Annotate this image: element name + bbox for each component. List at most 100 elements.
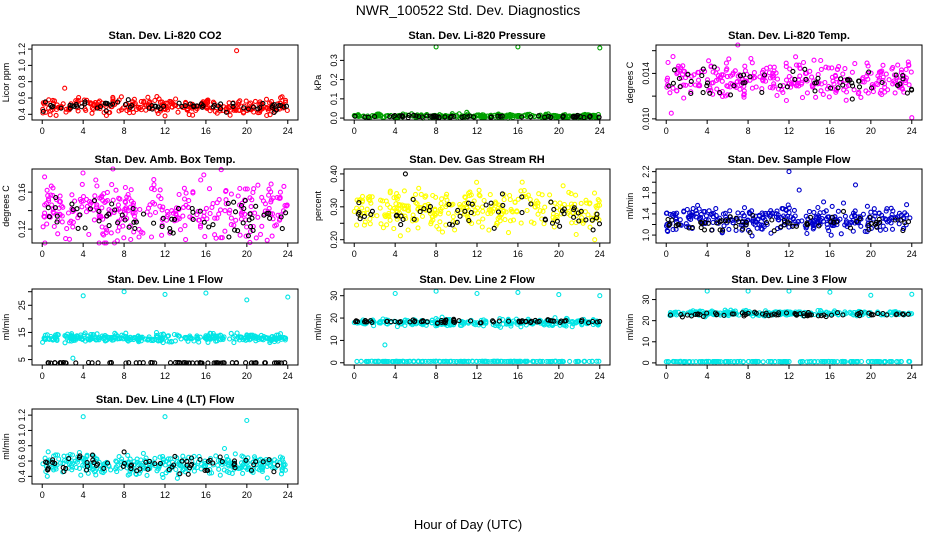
data-point — [46, 214, 52, 220]
outlier-point — [264, 475, 270, 481]
data-point — [98, 194, 104, 201]
data-point — [583, 217, 589, 223]
data-point — [719, 72, 725, 78]
data-point — [763, 220, 770, 226]
data-point — [749, 60, 755, 66]
y-axis-label: ml/min — [1, 433, 11, 460]
data-point — [866, 310, 872, 316]
data-point — [228, 330, 234, 336]
data-point — [247, 211, 253, 217]
x-tick-label: 16 — [201, 126, 211, 136]
chart-panel-3: Stan. Dev. Li-820 Temp. degrees C 0 4 8 12 16 2… — [625, 30, 923, 136]
data-point — [377, 205, 383, 211]
y-axis: 5 15 25 — [17, 291, 32, 362]
data-point — [665, 228, 671, 234]
y-axis-label: ml/min — [313, 314, 323, 341]
data-point — [432, 207, 438, 213]
data-point — [584, 200, 590, 206]
data-point — [94, 202, 100, 208]
data-point — [772, 359, 778, 365]
data-point — [382, 358, 388, 364]
x-tick-label: 4 — [705, 371, 710, 381]
data-point — [96, 218, 102, 224]
x-tick-label: 12 — [472, 126, 482, 136]
data-point — [508, 206, 514, 212]
data-point — [713, 359, 719, 365]
data-point — [171, 216, 178, 222]
data-point — [278, 212, 284, 218]
data-point — [480, 216, 486, 222]
data-point — [889, 214, 895, 221]
data-point — [792, 213, 798, 219]
data-point — [245, 233, 251, 239]
x-axis: 0 4 8 12 16 20 24 — [664, 365, 917, 381]
data-point — [205, 360, 211, 366]
data-point — [477, 358, 483, 364]
data-point — [878, 69, 884, 75]
data-point — [182, 103, 188, 109]
data-point — [550, 214, 556, 220]
data-point — [111, 334, 117, 340]
x-tick-label: 12 — [472, 249, 482, 259]
data-point — [574, 112, 581, 118]
data-point — [253, 203, 259, 209]
data-point — [497, 324, 504, 330]
data-point — [188, 462, 194, 469]
data-point — [834, 359, 840, 365]
data-point — [121, 460, 127, 467]
data-point — [97, 104, 104, 110]
data-point — [596, 198, 602, 204]
data-point — [691, 72, 697, 78]
data-point — [447, 358, 453, 365]
data-point — [674, 88, 680, 94]
data-point — [268, 181, 274, 187]
data-point — [106, 223, 112, 229]
data-point — [160, 215, 166, 221]
y-tick-label: 0.2 — [329, 73, 339, 86]
data-point — [74, 335, 80, 341]
data-point — [721, 223, 727, 229]
data-point — [352, 113, 358, 119]
data-point — [466, 217, 472, 224]
outlier-point — [597, 293, 603, 299]
data-point — [152, 209, 159, 216]
data-point — [733, 215, 739, 221]
data-point — [115, 220, 121, 226]
data-point — [175, 109, 181, 115]
data-point — [665, 359, 671, 365]
y-tick-label: 1.2 — [17, 409, 27, 422]
data-point — [898, 67, 905, 73]
data-point — [411, 112, 417, 118]
data-point — [69, 452, 76, 458]
data-point — [828, 85, 834, 91]
data-point — [415, 225, 421, 231]
data-point — [519, 210, 525, 216]
data-point — [238, 465, 244, 471]
x-tick-label: 0 — [664, 249, 669, 259]
data-point — [733, 227, 739, 233]
data-point — [40, 339, 46, 345]
x-tick-label: 4 — [705, 126, 710, 136]
data-point — [823, 314, 829, 320]
data-point — [585, 212, 591, 218]
data-point — [245, 464, 251, 470]
outlier-point — [909, 291, 915, 297]
data-point — [444, 191, 450, 197]
data-point — [126, 224, 132, 230]
data-point — [750, 212, 756, 219]
data-point — [866, 226, 872, 233]
data-point — [704, 77, 711, 83]
data-point — [219, 235, 225, 241]
data-point — [358, 358, 364, 364]
data-point — [149, 186, 155, 192]
data-point — [552, 200, 558, 206]
panel-title: Stan. Dev. Amb. Box Temp. — [95, 154, 236, 166]
data-point — [42, 99, 48, 105]
data-point — [131, 219, 137, 225]
data-point — [793, 83, 799, 89]
data-point — [49, 202, 55, 208]
data-point — [224, 453, 230, 460]
data-point — [875, 82, 881, 88]
data-point — [51, 98, 58, 104]
data-point — [394, 191, 400, 197]
